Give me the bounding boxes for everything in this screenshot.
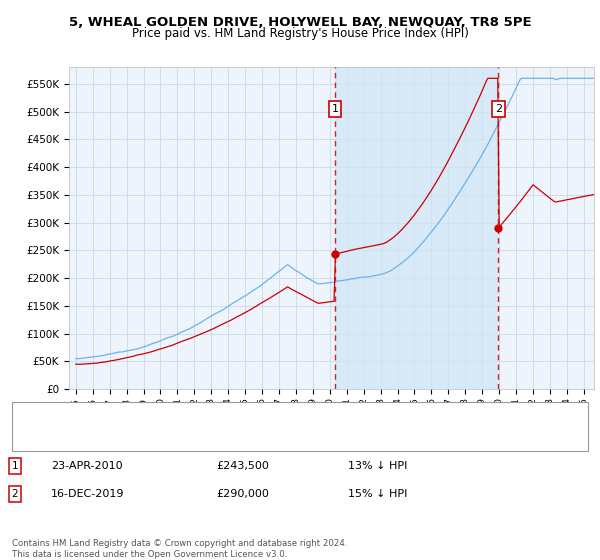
Text: Contains HM Land Registry data © Crown copyright and database right 2024.
This d: Contains HM Land Registry data © Crown c…: [12, 539, 347, 559]
Text: 5, WHEAL GOLDEN DRIVE, HOLYWELL BAY, NEWQUAY, TR8 5PE: 5, WHEAL GOLDEN DRIVE, HOLYWELL BAY, NEW…: [68, 16, 532, 29]
Text: £243,500: £243,500: [216, 461, 269, 471]
Text: 16-DEC-2019: 16-DEC-2019: [51, 489, 125, 499]
Text: 1: 1: [332, 104, 338, 114]
Text: 2: 2: [495, 104, 502, 114]
Text: 13% ↓ HPI: 13% ↓ HPI: [348, 461, 407, 471]
Text: 23-APR-2010: 23-APR-2010: [51, 461, 122, 471]
Text: 1: 1: [11, 461, 19, 471]
Bar: [335, 67, 499, 389]
Text: Price paid vs. HM Land Registry's House Price Index (HPI): Price paid vs. HM Land Registry's House …: [131, 27, 469, 40]
Text: 2: 2: [11, 489, 19, 499]
Text: 15% ↓ HPI: 15% ↓ HPI: [348, 489, 407, 499]
Text: £290,000: £290,000: [216, 489, 269, 499]
Text: HPI: Average price, detached house, Cornwall: HPI: Average price, detached house, Corn…: [57, 432, 284, 442]
Text: 5, WHEAL GOLDEN DRIVE, HOLYWELL BAY, NEWQUAY, TR8 5PE (detached house): 5, WHEAL GOLDEN DRIVE, HOLYWELL BAY, NEW…: [57, 410, 461, 421]
